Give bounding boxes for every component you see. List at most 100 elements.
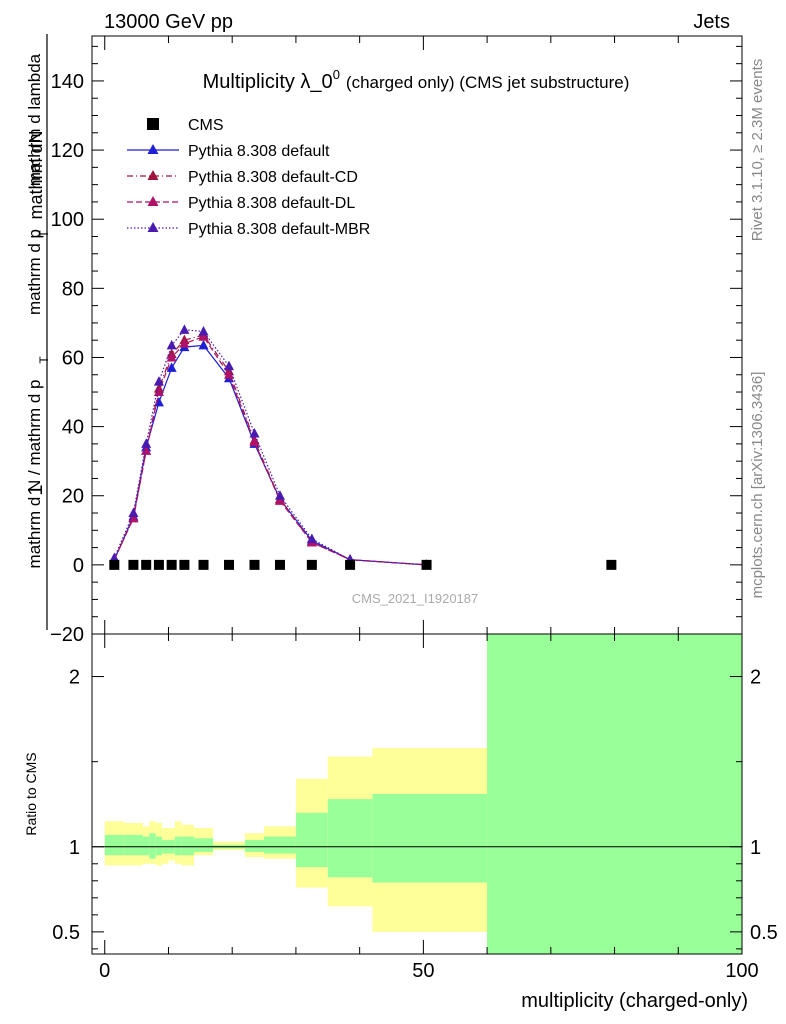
- legend-entry-label: Pythia 8.308 default-DL: [188, 195, 355, 212]
- main-title-text: Multiplicity λ_0: [203, 71, 333, 93]
- cms-data-point: [345, 559, 356, 570]
- cms-data-point: [198, 559, 209, 570]
- ylabel-numerator-dn: mathrm dN: [26, 130, 46, 219]
- main-ytick-label: 40: [62, 417, 84, 439]
- legend-marker: [147, 196, 159, 206]
- ylabel-subscript-t: T: [37, 356, 51, 364]
- ylabel-subscript-t2: T: [37, 230, 51, 238]
- series-marker-4: [153, 376, 164, 386]
- series-marker-3: [179, 338, 190, 348]
- ratio-ytick-label: 1: [69, 837, 80, 859]
- ylabel-numerator-1: 1: [25, 484, 47, 495]
- ratio-ytick-label-right: 0.5: [750, 922, 778, 944]
- cms-data-point: [153, 559, 164, 570]
- series-marker-4: [128, 507, 139, 518]
- main-ytick-label: 0: [73, 555, 84, 577]
- main-ytick-label: 140: [51, 71, 84, 93]
- ratio-band-inner: [174, 836, 182, 856]
- cms-data-point: [141, 559, 152, 570]
- ratio-band-inner: [372, 794, 488, 883]
- ratio-xtick-label: 0: [99, 960, 110, 982]
- ratio-plot-panel: 0.5 0.5 1 1 2 2 0 50 100: [52, 633, 778, 982]
- series-marker-3: [198, 331, 209, 341]
- main-x-ticks: [104, 36, 743, 634]
- main-ytick-label: 20: [62, 486, 84, 508]
- legend-entry-label: CMS: [188, 117, 224, 134]
- ratio-band-inner: [295, 812, 328, 868]
- series-marker-4: [274, 490, 285, 500]
- series-marker-4: [224, 360, 235, 371]
- main-title-suffix: (charged only) (CMS jet substructure): [346, 73, 629, 92]
- ratio-ytick-label-right: 1: [750, 837, 761, 859]
- legend-marker: [147, 222, 159, 232]
- series-line-2: [113, 334, 427, 566]
- main-ytick-label: 100: [51, 209, 84, 231]
- ratio-band-inner: [149, 833, 156, 859]
- ratio-band-inner: [142, 836, 150, 856]
- cms-data-point: [179, 559, 190, 570]
- series-marker-4: [141, 438, 152, 448]
- legend-marker-cms: [147, 118, 159, 130]
- ratio-band-inner: [487, 634, 742, 954]
- ratio-band-inner: [104, 834, 124, 856]
- series-line-4: [113, 329, 427, 566]
- ratio-ytick-label: 2: [69, 667, 80, 689]
- ratio-band-inner: [264, 836, 296, 854]
- series-marker-4: [179, 324, 190, 334]
- series-marker-3: [249, 436, 260, 447]
- ratio-x-axis: 0 50 100: [99, 634, 759, 982]
- cms-data-point: [606, 559, 617, 570]
- ratio-xtick-label: 100: [725, 960, 758, 982]
- x-axis-label: multiplicity (charged-only): [521, 990, 748, 1012]
- main-y-axis-label: 1 mathrm dN mathrm d N / mathrm d p math…: [25, 34, 51, 630]
- main-ytick-label: 80: [62, 278, 84, 300]
- ratio-band-inner: [327, 799, 373, 878]
- series-marker-4: [166, 339, 177, 350]
- series-marker-1: [166, 362, 177, 372]
- series-marker-1: [198, 339, 209, 350]
- series-marker-4: [109, 552, 120, 562]
- cms-data-point: [224, 559, 235, 570]
- ylabel-denominator-lambda: mathrm d lambda: [25, 53, 44, 186]
- ratio-y-axis-label: Ratio to CMS: [23, 752, 39, 835]
- main-ytick-label: 120: [51, 140, 84, 162]
- series-line-1: [113, 344, 427, 566]
- ratio-band-inner: [123, 834, 143, 856]
- cms-data-point: [166, 559, 177, 570]
- legend-marker: [147, 170, 159, 180]
- main-plot-panel: −20 0 20 40 60 80 100 120 140: [50, 35, 743, 646]
- series-marker-3: [274, 495, 285, 505]
- main-ytick-label: 60: [62, 347, 84, 369]
- rivet-version-label: Rivet 3.1.10, ≥ 2.3M events: [749, 59, 766, 242]
- legend: CMS Pythia 8.308 default Pythia 8.308 defa…: [127, 117, 370, 238]
- process-label: Jets: [693, 11, 730, 33]
- series-marker-3: [153, 386, 164, 397]
- cms-markers-group: [109, 559, 617, 570]
- beam-label: 13000 GeV pp: [104, 11, 233, 33]
- ratio-band-inner: [181, 836, 194, 856]
- ratio-plot-frame: [91, 633, 743, 955]
- cms-data-point: [109, 559, 120, 570]
- series-marker-4: [249, 428, 260, 438]
- ratio-ytick-label: 0.5: [52, 922, 80, 944]
- ratio-band-inner: [193, 838, 214, 852]
- series-marker-3: [166, 351, 177, 362]
- ratio-bands-group: [104, 634, 742, 954]
- cms-data-point: [274, 559, 285, 570]
- ratio-y-axis: 0.5 0.5 1 1 2 2: [52, 667, 778, 950]
- legend-entry-label: Pythia 8.308 default: [188, 143, 330, 160]
- legend-entry-label: Pythia 8.308 default-CD: [188, 169, 358, 186]
- series-marker-3: [128, 512, 139, 523]
- mcplots-label: mcplots.cern.ch [arXiv:1306.3436]: [749, 372, 766, 599]
- ratio-band-inner: [155, 836, 163, 856]
- main-ytick-label: −20: [50, 624, 84, 646]
- cms-data-point: [306, 559, 317, 570]
- cms-data-point: [421, 559, 432, 570]
- legend-marker: [147, 144, 159, 154]
- main-series-group: [109, 324, 432, 569]
- legend-entry-label: Pythia 8.308 default-MBR: [188, 221, 370, 238]
- series-marker-3: [141, 445, 152, 455]
- ylabel-denominator-lower: mathrm d N / mathrm d p: [25, 380, 44, 569]
- ratio-band-inner: [244, 839, 265, 852]
